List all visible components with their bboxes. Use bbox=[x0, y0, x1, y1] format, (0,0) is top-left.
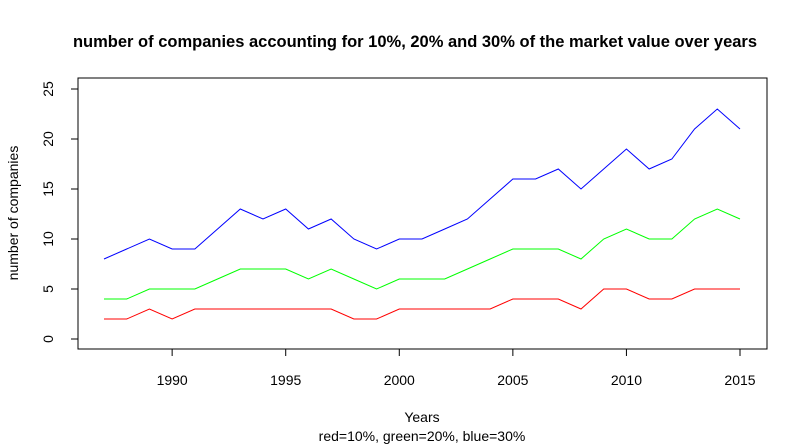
y-tick-label: 0 bbox=[40, 335, 56, 343]
y-tick-label: 15 bbox=[40, 181, 56, 197]
series-line-3 bbox=[104, 288, 740, 320]
series-line-2 bbox=[104, 208, 741, 300]
y-tick-label: 5 bbox=[40, 285, 56, 293]
series-lines bbox=[103, 108, 741, 320]
x-tick-label: 1995 bbox=[270, 372, 301, 388]
y-tick-label: 10 bbox=[40, 231, 56, 247]
series-line-1 bbox=[103, 108, 741, 260]
x-axis: 1990 1995 2000 2005 2010 2015 bbox=[157, 348, 756, 388]
y-tick-label: 25 bbox=[40, 81, 56, 97]
x-tick-label: 2015 bbox=[724, 372, 755, 388]
plot-frame bbox=[77, 77, 768, 350]
x-axis-sublabel: red=10%, green=20%, blue=30% bbox=[319, 428, 526, 444]
x-tick-label: 2010 bbox=[611, 372, 642, 388]
y-axis-label: number of companies bbox=[5, 146, 21, 281]
x-tick-label: 2000 bbox=[384, 372, 415, 388]
x-tick-label: 2005 bbox=[497, 372, 528, 388]
y-tick-label: 20 bbox=[40, 131, 56, 147]
x-axis-label: Years bbox=[404, 409, 439, 425]
chart-title: number of companies accounting for 10%, … bbox=[73, 33, 757, 51]
y-axis: 0 5 10 15 20 25 bbox=[40, 81, 79, 343]
x-tick-label: 1990 bbox=[157, 372, 188, 388]
